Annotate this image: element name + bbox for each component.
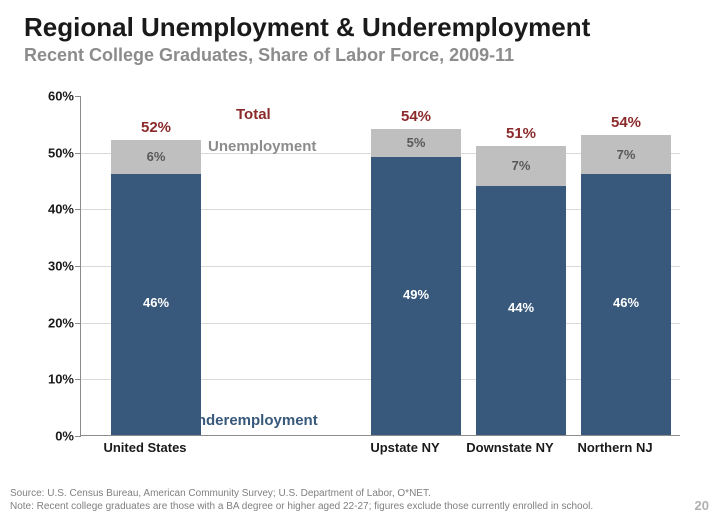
y-axis-label: 50% [24,145,74,160]
legend-total: Total [236,106,271,123]
chart: 46%6%52%49%5%54%44%7%51%46%7%54% 0%10%20… [60,96,680,464]
page-title: Regional Unemployment & Underemployment [0,0,711,45]
legend-unemployment: Unemployment [208,138,316,155]
underemployment-value: 44% [476,300,566,315]
total-value: 51% [476,125,566,142]
total-value: 54% [371,108,461,125]
page-subtitle: Recent College Graduates, Share of Labor… [0,45,711,74]
page-number: 20 [695,498,709,513]
y-axis-label: 30% [24,259,74,274]
x-axis-label: United States [90,440,200,455]
y-tick [75,266,81,267]
total-value: 52% [111,119,201,136]
x-axis-label: Northern NJ [560,440,670,455]
underemployment-value: 49% [371,287,461,302]
unemployment-value: 5% [371,135,461,150]
x-axis-label: Downstate NY [455,440,565,455]
y-axis-label: 0% [24,429,74,444]
note-line: Note: Recent college graduates are those… [10,500,593,513]
y-axis-label: 10% [24,372,74,387]
x-axis-label: Upstate NY [350,440,460,455]
y-tick [75,323,81,324]
y-tick [75,209,81,210]
y-tick [75,436,81,437]
unemployment-value: 7% [476,158,566,173]
y-tick [75,153,81,154]
unemployment-value: 7% [581,147,671,162]
plot-area: 46% 6% 52% 49% 5% 54% 44% 7% 51% 46% 7% 54% [80,96,680,436]
total-value: 54% [581,114,671,131]
underemployment-value: 46% [581,295,671,310]
unemployment-value: 6% [111,149,201,164]
legend-underemployment: Underemployment [186,412,318,429]
underemployment-value: 46% [111,295,201,310]
footer: Source: U.S. Census Bureau, American Com… [10,487,593,513]
y-tick [75,96,81,97]
y-tick [75,379,81,380]
source-line: Source: U.S. Census Bureau, American Com… [10,487,593,500]
y-axis-label: 20% [24,315,74,330]
y-axis-label: 40% [24,202,74,217]
y-axis-label: 60% [24,89,74,104]
